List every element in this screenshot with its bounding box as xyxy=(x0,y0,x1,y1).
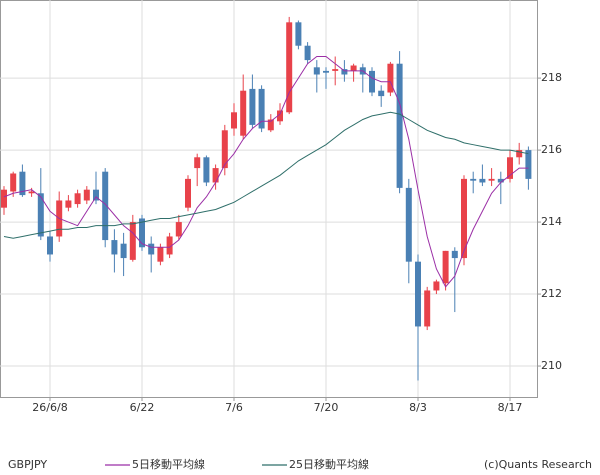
candle-body xyxy=(28,191,35,194)
candle-body xyxy=(175,222,182,237)
candle-body xyxy=(10,173,17,192)
candle-body xyxy=(74,193,81,205)
candle-body xyxy=(304,45,311,61)
candle-body xyxy=(231,112,237,129)
moving-average-line xyxy=(3,111,529,239)
legend-label: 5日移動平均線 xyxy=(132,457,205,471)
candle-body xyxy=(479,178,486,183)
candle-body xyxy=(405,187,412,262)
x-tick-label: 7/6 xyxy=(225,401,243,414)
candle-body xyxy=(185,178,191,208)
x-tick-label: 8/3 xyxy=(409,401,427,414)
plot-frame xyxy=(0,0,538,398)
candle-body xyxy=(157,247,164,262)
candle-body xyxy=(37,193,44,237)
candle-body xyxy=(451,250,458,259)
candle-body xyxy=(396,63,403,188)
candle-body xyxy=(442,250,449,284)
candle-body xyxy=(240,90,247,136)
candle-body xyxy=(378,90,385,97)
x-tick-label: 6/22 xyxy=(130,401,155,414)
x-tick-label: 26/6/8 xyxy=(32,401,67,414)
candle-body xyxy=(139,218,145,248)
candle-body xyxy=(19,171,26,196)
candle-body xyxy=(516,150,523,158)
symbol: GBPJPY xyxy=(8,458,47,471)
candle-body xyxy=(267,119,274,131)
y-tick-label: 214 xyxy=(541,215,562,228)
candle-body xyxy=(461,178,467,259)
candle-body xyxy=(194,157,201,169)
candle-body xyxy=(203,157,210,183)
candle-body xyxy=(323,70,329,73)
x-tick-label: 7/20 xyxy=(314,401,339,414)
candle-body xyxy=(286,22,293,113)
candle-body xyxy=(295,22,302,46)
y-tick-label: 212 xyxy=(541,287,562,300)
candle-body xyxy=(387,63,394,93)
credit: (c)Quants Research xyxy=(484,458,592,471)
legend-label: 25日移動平均線 xyxy=(289,457,369,471)
moving-average-line xyxy=(3,56,529,288)
candle-body xyxy=(470,178,477,181)
candle-body xyxy=(277,110,283,122)
candle-body xyxy=(341,69,348,75)
labels: 210 212 214 216 218 26/6/8 6/22 7/6 7/20 8/3 8/17 xyxy=(32,71,562,414)
candle-body xyxy=(332,69,339,71)
candle-body xyxy=(120,243,127,259)
marks xyxy=(1,16,532,381)
x-tick-label: 8/17 xyxy=(498,401,523,414)
candle-body xyxy=(258,88,265,129)
candle-body xyxy=(65,200,72,208)
candle-body xyxy=(488,178,495,181)
candle-body xyxy=(166,236,173,255)
candle-body xyxy=(415,261,421,327)
candle-body xyxy=(129,222,136,260)
candle-body xyxy=(102,171,109,241)
y-tick-label: 210 xyxy=(541,359,562,372)
candle-body xyxy=(313,67,320,75)
candle-body xyxy=(1,189,7,208)
candle-body xyxy=(249,88,256,125)
candle-body xyxy=(221,130,228,169)
candle-body xyxy=(148,243,155,255)
candle-body xyxy=(47,236,53,255)
candle-body xyxy=(93,189,99,201)
candle-body xyxy=(433,281,440,291)
candle-body xyxy=(424,290,431,327)
candle-body xyxy=(83,189,90,201)
candle-body xyxy=(507,157,513,179)
y-tick-label: 216 xyxy=(541,143,562,156)
y-tick-label: 218 xyxy=(541,71,562,84)
candle-body xyxy=(369,70,375,93)
candle-body xyxy=(212,168,219,183)
grid xyxy=(0,0,541,401)
candle-body xyxy=(111,240,118,255)
candle-body xyxy=(525,150,532,179)
candle-body xyxy=(350,65,357,71)
candle-body xyxy=(497,178,504,183)
